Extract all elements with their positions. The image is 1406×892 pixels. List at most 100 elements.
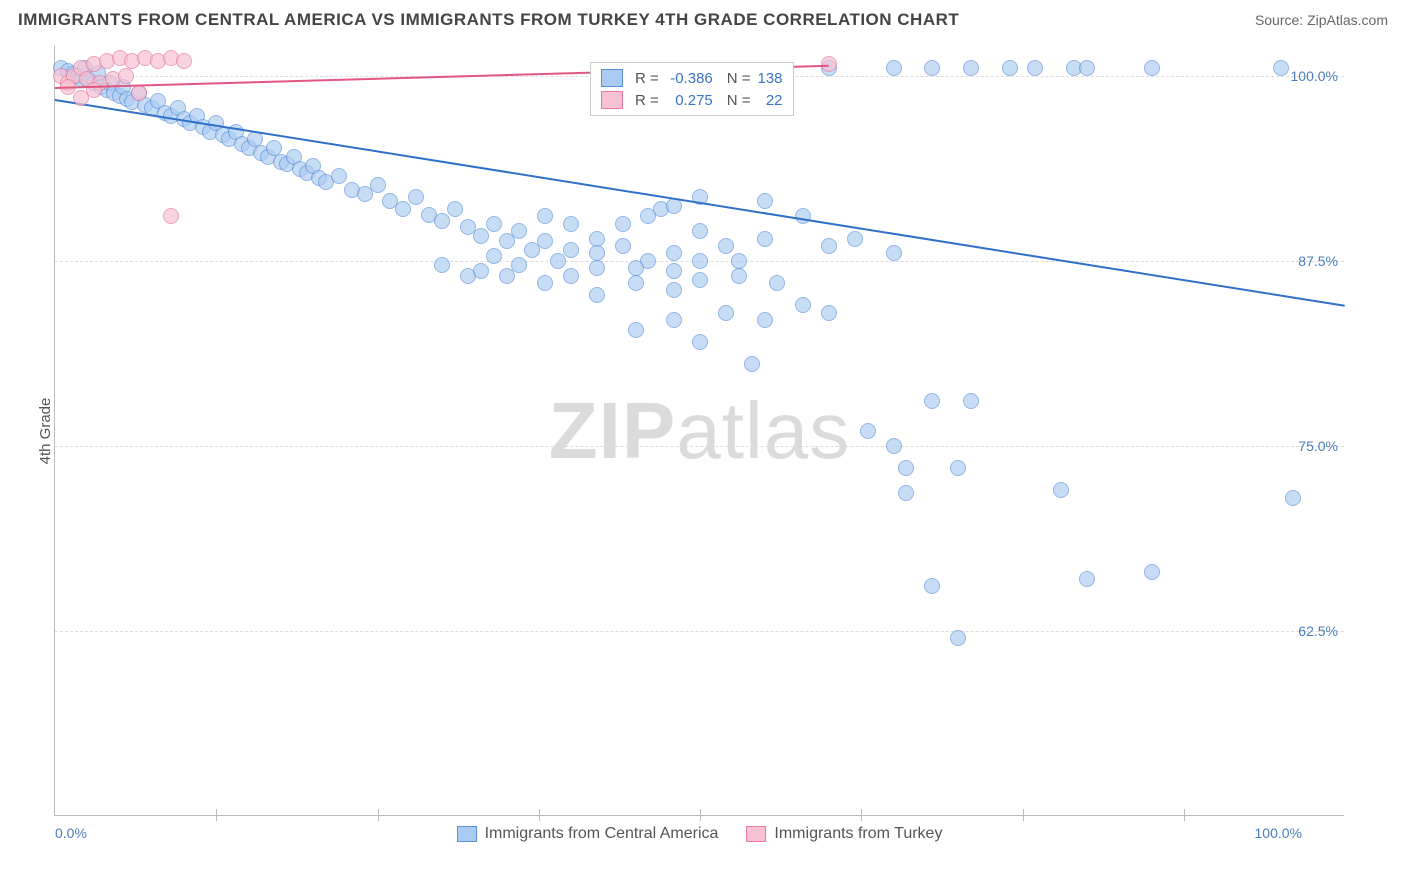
legend-swatch bbox=[746, 826, 766, 842]
data-point bbox=[589, 231, 605, 247]
scatter-chart: 4th Grade ZIPatlas 62.5%75.0%87.5%100.0%… bbox=[54, 46, 1384, 816]
data-point bbox=[563, 216, 579, 232]
data-point bbox=[1079, 571, 1095, 587]
data-point bbox=[1053, 482, 1069, 498]
data-point bbox=[537, 275, 553, 291]
legend-row: R =0.275N =22 bbox=[601, 89, 783, 111]
legend-row: R =-0.386N =138 bbox=[601, 67, 783, 89]
data-point bbox=[628, 275, 644, 291]
data-point bbox=[563, 268, 579, 284]
data-point bbox=[718, 238, 734, 254]
data-point bbox=[1273, 60, 1289, 76]
data-point bbox=[769, 275, 785, 291]
data-point bbox=[486, 248, 502, 264]
legend-label: Immigrants from Turkey bbox=[774, 825, 942, 843]
x-tick-label: 0.0% bbox=[55, 825, 87, 841]
series-legend: Immigrants from Central America Immigrant… bbox=[457, 825, 943, 843]
data-point bbox=[821, 305, 837, 321]
data-point bbox=[963, 60, 979, 76]
plot-area: ZIPatlas 62.5%75.0%87.5%100.0%0.0%100.0%… bbox=[54, 46, 1344, 816]
data-point bbox=[795, 208, 811, 224]
data-point bbox=[860, 423, 876, 439]
data-point bbox=[434, 213, 450, 229]
x-tick-mark bbox=[1023, 809, 1024, 821]
x-tick-mark bbox=[216, 809, 217, 821]
data-point bbox=[950, 460, 966, 476]
data-point bbox=[1027, 60, 1043, 76]
data-point bbox=[924, 393, 940, 409]
data-point bbox=[628, 260, 644, 276]
data-point bbox=[898, 460, 914, 476]
data-point bbox=[692, 253, 708, 269]
data-point bbox=[666, 312, 682, 328]
data-point bbox=[886, 60, 902, 76]
data-point bbox=[163, 208, 179, 224]
data-point bbox=[757, 193, 773, 209]
data-point bbox=[589, 260, 605, 276]
legend-text: R =0.275N =22 bbox=[631, 92, 783, 109]
data-point bbox=[886, 245, 902, 261]
data-point bbox=[563, 242, 579, 258]
data-point bbox=[408, 189, 424, 205]
y-axis-label: 4th Grade bbox=[37, 398, 54, 465]
data-point bbox=[176, 53, 192, 69]
data-point bbox=[757, 312, 773, 328]
data-point bbox=[615, 216, 631, 232]
data-point bbox=[537, 208, 553, 224]
data-point bbox=[692, 272, 708, 288]
data-point bbox=[1144, 564, 1160, 580]
data-point bbox=[370, 177, 386, 193]
data-point bbox=[692, 223, 708, 239]
data-point bbox=[537, 233, 553, 249]
data-point bbox=[821, 56, 837, 72]
correlation-legend: R =-0.386N =138 R =0.275N =22 bbox=[590, 62, 794, 116]
data-point bbox=[589, 287, 605, 303]
data-point bbox=[511, 257, 527, 273]
data-point bbox=[757, 231, 773, 247]
legend-swatch bbox=[601, 69, 623, 87]
data-point bbox=[692, 334, 708, 350]
data-point bbox=[131, 85, 147, 101]
y-tick-label: 87.5% bbox=[1298, 253, 1346, 269]
x-tick-mark bbox=[700, 809, 701, 821]
watermark: ZIPatlas bbox=[549, 385, 850, 477]
data-point bbox=[473, 228, 489, 244]
x-tick-mark bbox=[861, 809, 862, 821]
data-point bbox=[718, 305, 734, 321]
data-point bbox=[821, 238, 837, 254]
data-point bbox=[731, 268, 747, 284]
data-point bbox=[950, 630, 966, 646]
legend-text: R =-0.386N =138 bbox=[631, 70, 783, 87]
gridline bbox=[55, 446, 1344, 447]
x-tick-mark bbox=[378, 809, 379, 821]
data-point bbox=[666, 282, 682, 298]
legend-item: Immigrants from Central America bbox=[457, 825, 719, 843]
data-point bbox=[731, 253, 747, 269]
data-point bbox=[744, 356, 760, 372]
data-point bbox=[924, 578, 940, 594]
data-point bbox=[924, 60, 940, 76]
data-point bbox=[1144, 60, 1160, 76]
legend-item: Immigrants from Turkey bbox=[746, 825, 942, 843]
data-point bbox=[963, 393, 979, 409]
data-point bbox=[118, 68, 134, 84]
data-point bbox=[666, 245, 682, 261]
legend-swatch bbox=[601, 91, 623, 109]
data-point bbox=[795, 297, 811, 313]
legend-swatch bbox=[457, 826, 477, 842]
data-point bbox=[331, 168, 347, 184]
data-point bbox=[666, 263, 682, 279]
data-point bbox=[511, 223, 527, 239]
data-point bbox=[447, 201, 463, 217]
data-point bbox=[886, 438, 902, 454]
data-point bbox=[898, 485, 914, 501]
data-point bbox=[434, 257, 450, 273]
data-point bbox=[589, 245, 605, 261]
data-point bbox=[847, 231, 863, 247]
data-point bbox=[1002, 60, 1018, 76]
source-label: Source: ZipAtlas.com bbox=[1255, 12, 1388, 28]
legend-label: Immigrants from Central America bbox=[485, 825, 719, 843]
watermark-light: atlas bbox=[676, 386, 850, 475]
gridline bbox=[55, 631, 1344, 632]
data-point bbox=[473, 263, 489, 279]
